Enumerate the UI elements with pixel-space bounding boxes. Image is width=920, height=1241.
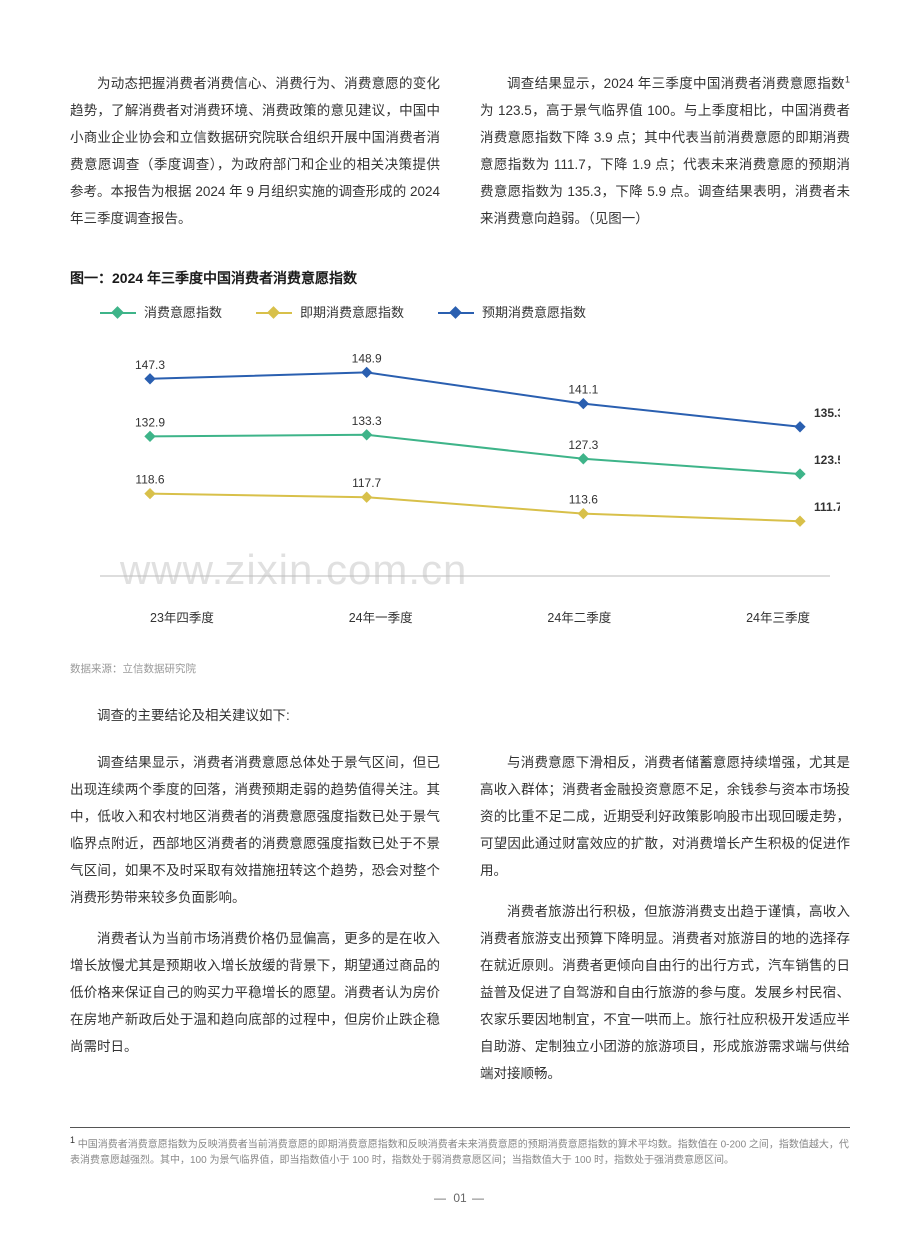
data-point-diamond-icon [361,367,372,378]
data-point-diamond-icon [144,373,155,384]
conclusion-paragraph: 调查结果显示，消费者消费意愿总体处于景气区间，但已出现连续两个季度的回落，消费预… [70,749,440,911]
series-line [150,494,800,522]
data-label: 123.5 [814,453,840,467]
data-point-diamond-icon [361,492,372,503]
legend-line-icon [256,312,292,314]
conclusion-paragraph: 与消费意愿下滑相反，消费者储蓄意愿持续增强，尤其是高收入群体；消费者金融投资意愿… [480,749,850,884]
footnote-text: 1 中国消费者消费意愿指数为反映消费者当前消费意愿的即期消费意愿指数和反映消费者… [70,1134,850,1168]
data-point-diamond-icon [794,516,805,527]
data-label: 133.3 [352,414,382,428]
intro-right-text: 调查结果显示，2024 年三季度中国消费者消费意愿指数1 为 123.5，高于景气… [480,70,850,232]
data-point-diamond-icon [578,453,589,464]
intro-columns: 为动态把握消费者消费信心、消费行为、消费意愿的变化趋势，了解消费者对消费环境、消… [70,70,850,246]
conclusion-paragraph: 消费者旅游出行积极，但旅游消费支出趋于谨慎，高收入消费者旅游支出预算下降明显。消… [480,898,850,1087]
data-point-diamond-icon [144,488,155,499]
legend-diamond-icon [111,306,124,319]
data-source: 数据来源：立信数据研究院 [70,659,850,680]
legend-label: 消费意愿指数 [144,300,222,326]
x-axis-label: 23年四季度 [150,606,214,631]
footnote-separator [70,1127,850,1128]
legend-diamond-icon [449,306,462,319]
data-point-diamond-icon [578,398,589,409]
conclusions-columns: 调查结果显示，消费者消费意愿总体处于景气区间，但已出现连续两个季度的回落，消费预… [70,749,850,1101]
footnote-marker: 1 [70,1135,75,1145]
series-line [150,372,800,426]
intro-left-text: 为动态把握消费者消费信心、消费行为、消费意愿的变化趋势，了解消费者对消费环境、消… [70,70,440,232]
x-axis-label: 24年三季度 [746,606,810,631]
legend-item: 消费意愿指数 [100,300,222,326]
chart-area: www.zixin.com.cn 147.3148.9141.1135.3132… [80,338,840,598]
data-point-diamond-icon [361,429,372,440]
data-label: 148.9 [352,351,382,365]
legend-item: 预期消费意愿指数 [438,300,586,326]
legend-line-icon [100,312,136,314]
conclusions-left: 调查结果显示，消费者消费意愿总体处于景气区间，但已出现连续两个季度的回落，消费预… [70,749,440,1101]
data-label: 113.6 [569,493,598,507]
x-axis-labels: 23年四季度 24年一季度 24年二季度 24年三季度 [70,606,850,631]
legend-item: 即期消费意愿指数 [256,300,404,326]
intro-right-col: 调查结果显示，2024 年三季度中国消费者消费意愿指数1 为 123.5，高于景气… [480,70,850,246]
legend-diamond-icon [267,306,280,319]
x-axis-label: 24年一季度 [349,606,413,631]
data-label: 127.3 [568,438,598,452]
x-axis-label: 24年二季度 [547,606,611,631]
intro-right-post: 为 123.5，高于景气临界值 100。与上季度相比，中国消费者消费意愿指数下降… [480,103,850,226]
footnote-ref: 1 [845,75,850,85]
legend-label: 即期消费意愿指数 [300,300,404,326]
chart-legend: 消费意愿指数 即期消费意愿指数 预期消费意愿指数 [100,300,850,326]
legend-label: 预期消费意愿指数 [482,300,586,326]
data-label: 117.7 [352,476,381,490]
legend-line-icon [438,312,474,314]
data-point-diamond-icon [144,431,155,442]
data-point-diamond-icon [578,508,589,519]
conclusion-paragraph: 消费者认为当前市场消费价格仍显偏高，更多的是在收入增长放慢尤其是预期收入增长放缓… [70,925,440,1060]
conclusions-right: 与消费意愿下滑相反，消费者储蓄意愿持续增强，尤其是高收入群体；消费者金融投资意愿… [480,749,850,1101]
data-point-diamond-icon [794,468,805,479]
chart-title: 图一：2024 年三季度中国消费者消费意愿指数 [70,264,850,292]
data-label: 135.3 [814,406,840,420]
line-chart-svg: 147.3 148.9 141.1 135.3 132.9 133.3 127.3 123.5… [80,338,840,578]
data-label: 147.3 [135,358,165,372]
series-line [150,435,800,474]
data-point-diamond-icon [794,421,805,432]
data-label: 111.7 [814,500,840,514]
conclusions-heading: 调查的主要结论及相关建议如下: [70,702,850,729]
data-label: 132.9 [135,415,165,429]
data-label: 118.6 [135,473,164,487]
page-number: 01 [70,1186,850,1210]
intro-left-col: 为动态把握消费者消费信心、消费行为、消费意愿的变化趋势，了解消费者对消费环境、消… [70,70,440,246]
footnote-body: 中国消费者消费意愿指数为反映消费者当前消费意愿的即期消费意愿指数和反映消费者未来… [70,1139,849,1166]
data-label: 141.1 [568,383,598,397]
intro-right-pre: 调查结果显示，2024 年三季度中国消费者消费意愿指数 [507,76,845,91]
